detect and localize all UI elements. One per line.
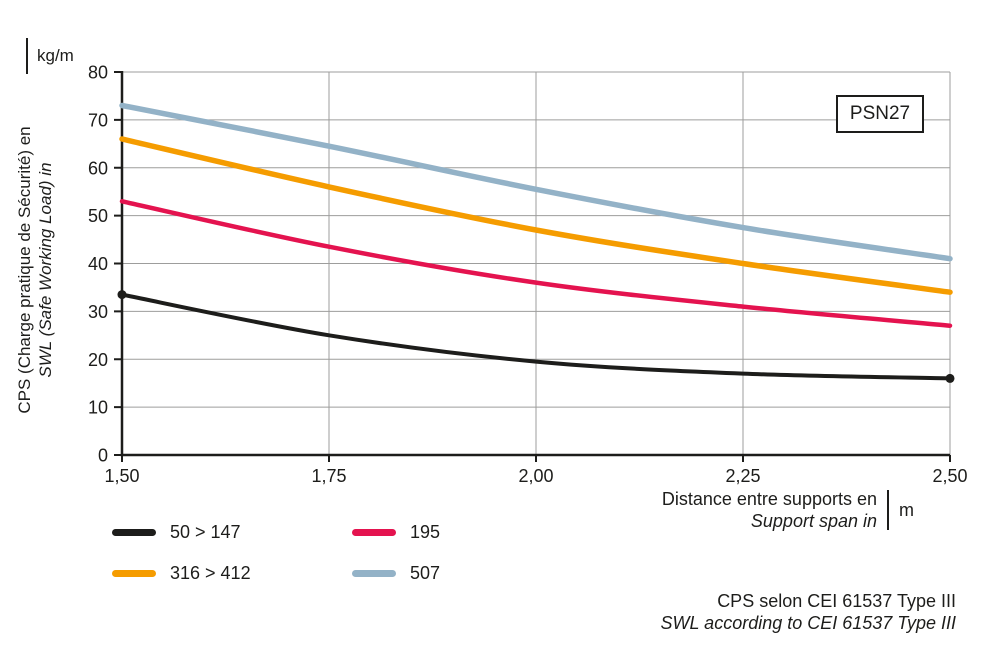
y-axis-label: CPS (Charge pratique de Sécurité) en SWL…: [11, 70, 59, 470]
x-axis-unit-divider: [887, 490, 889, 530]
legend-item: 195: [352, 521, 440, 543]
legend-swatch: [352, 569, 396, 577]
legend-item: 316 > 412: [112, 562, 352, 584]
y-axis-unit-block: kg/m: [26, 38, 74, 74]
y-tick-label: 70: [88, 110, 108, 130]
x-axis-label: Distance entre supports en Support span …: [662, 488, 914, 532]
x-tick-label: 2,50: [932, 466, 967, 486]
footnote: CPS selon CEI 61537 Type III SWL accordi…: [661, 590, 957, 634]
legend-label: 316 > 412: [170, 562, 251, 583]
y-tick-label: 80: [88, 63, 108, 83]
legend-item: 50 > 147: [112, 521, 352, 543]
legend-swatch: [112, 569, 156, 577]
series-line: [119, 102, 953, 262]
legend-swatch: [352, 528, 396, 536]
y-tick-label: 50: [88, 206, 108, 226]
series-line: [119, 199, 953, 328]
legend-label: 50 > 147: [170, 521, 241, 542]
y-axis-unit-divider: [26, 38, 28, 74]
legend-label: 195: [410, 521, 441, 542]
x-tick-label: 2,00: [518, 466, 553, 486]
y-tick-label: 20: [88, 350, 108, 370]
x-tick-label: 1,75: [311, 466, 346, 486]
series-line: [119, 136, 953, 295]
x-axis-label-en: Support span in: [750, 511, 877, 531]
legend-label: 507: [410, 562, 441, 583]
y-axis-label-fr: CPS (Charge pratique de Sécurité) en: [15, 126, 34, 414]
series-line: [120, 292, 952, 381]
legend-swatch: [112, 528, 156, 536]
y-tick-label: 10: [88, 398, 108, 418]
product-badge: PSN27: [836, 95, 924, 133]
y-tick-label: 40: [88, 254, 108, 274]
y-axis-label-en: SWL (Safe Working Load) in: [36, 162, 55, 378]
y-tick-label: 0: [98, 446, 108, 466]
footnote-fr: CPS selon CEI 61537 Type III: [717, 591, 956, 611]
y-tick-label: 60: [88, 158, 108, 178]
series-endpoint-dot: [117, 290, 127, 300]
x-tick-label: 1,50: [104, 466, 139, 486]
x-axis-label-fr: Distance entre supports en: [661, 489, 877, 509]
x-axis-unit: m: [899, 500, 914, 520]
footnote-en: SWL according to CEI 61537 Type III: [660, 613, 957, 633]
legend-item: 507: [352, 562, 440, 584]
series-endpoint-dot: [945, 373, 955, 383]
y-axis-unit: kg/m: [37, 46, 74, 65]
x-tick-label: 2,25: [725, 466, 760, 486]
legend: 50 > 147 195 316 > 412 507: [112, 521, 440, 584]
y-tick-label: 30: [88, 302, 108, 322]
